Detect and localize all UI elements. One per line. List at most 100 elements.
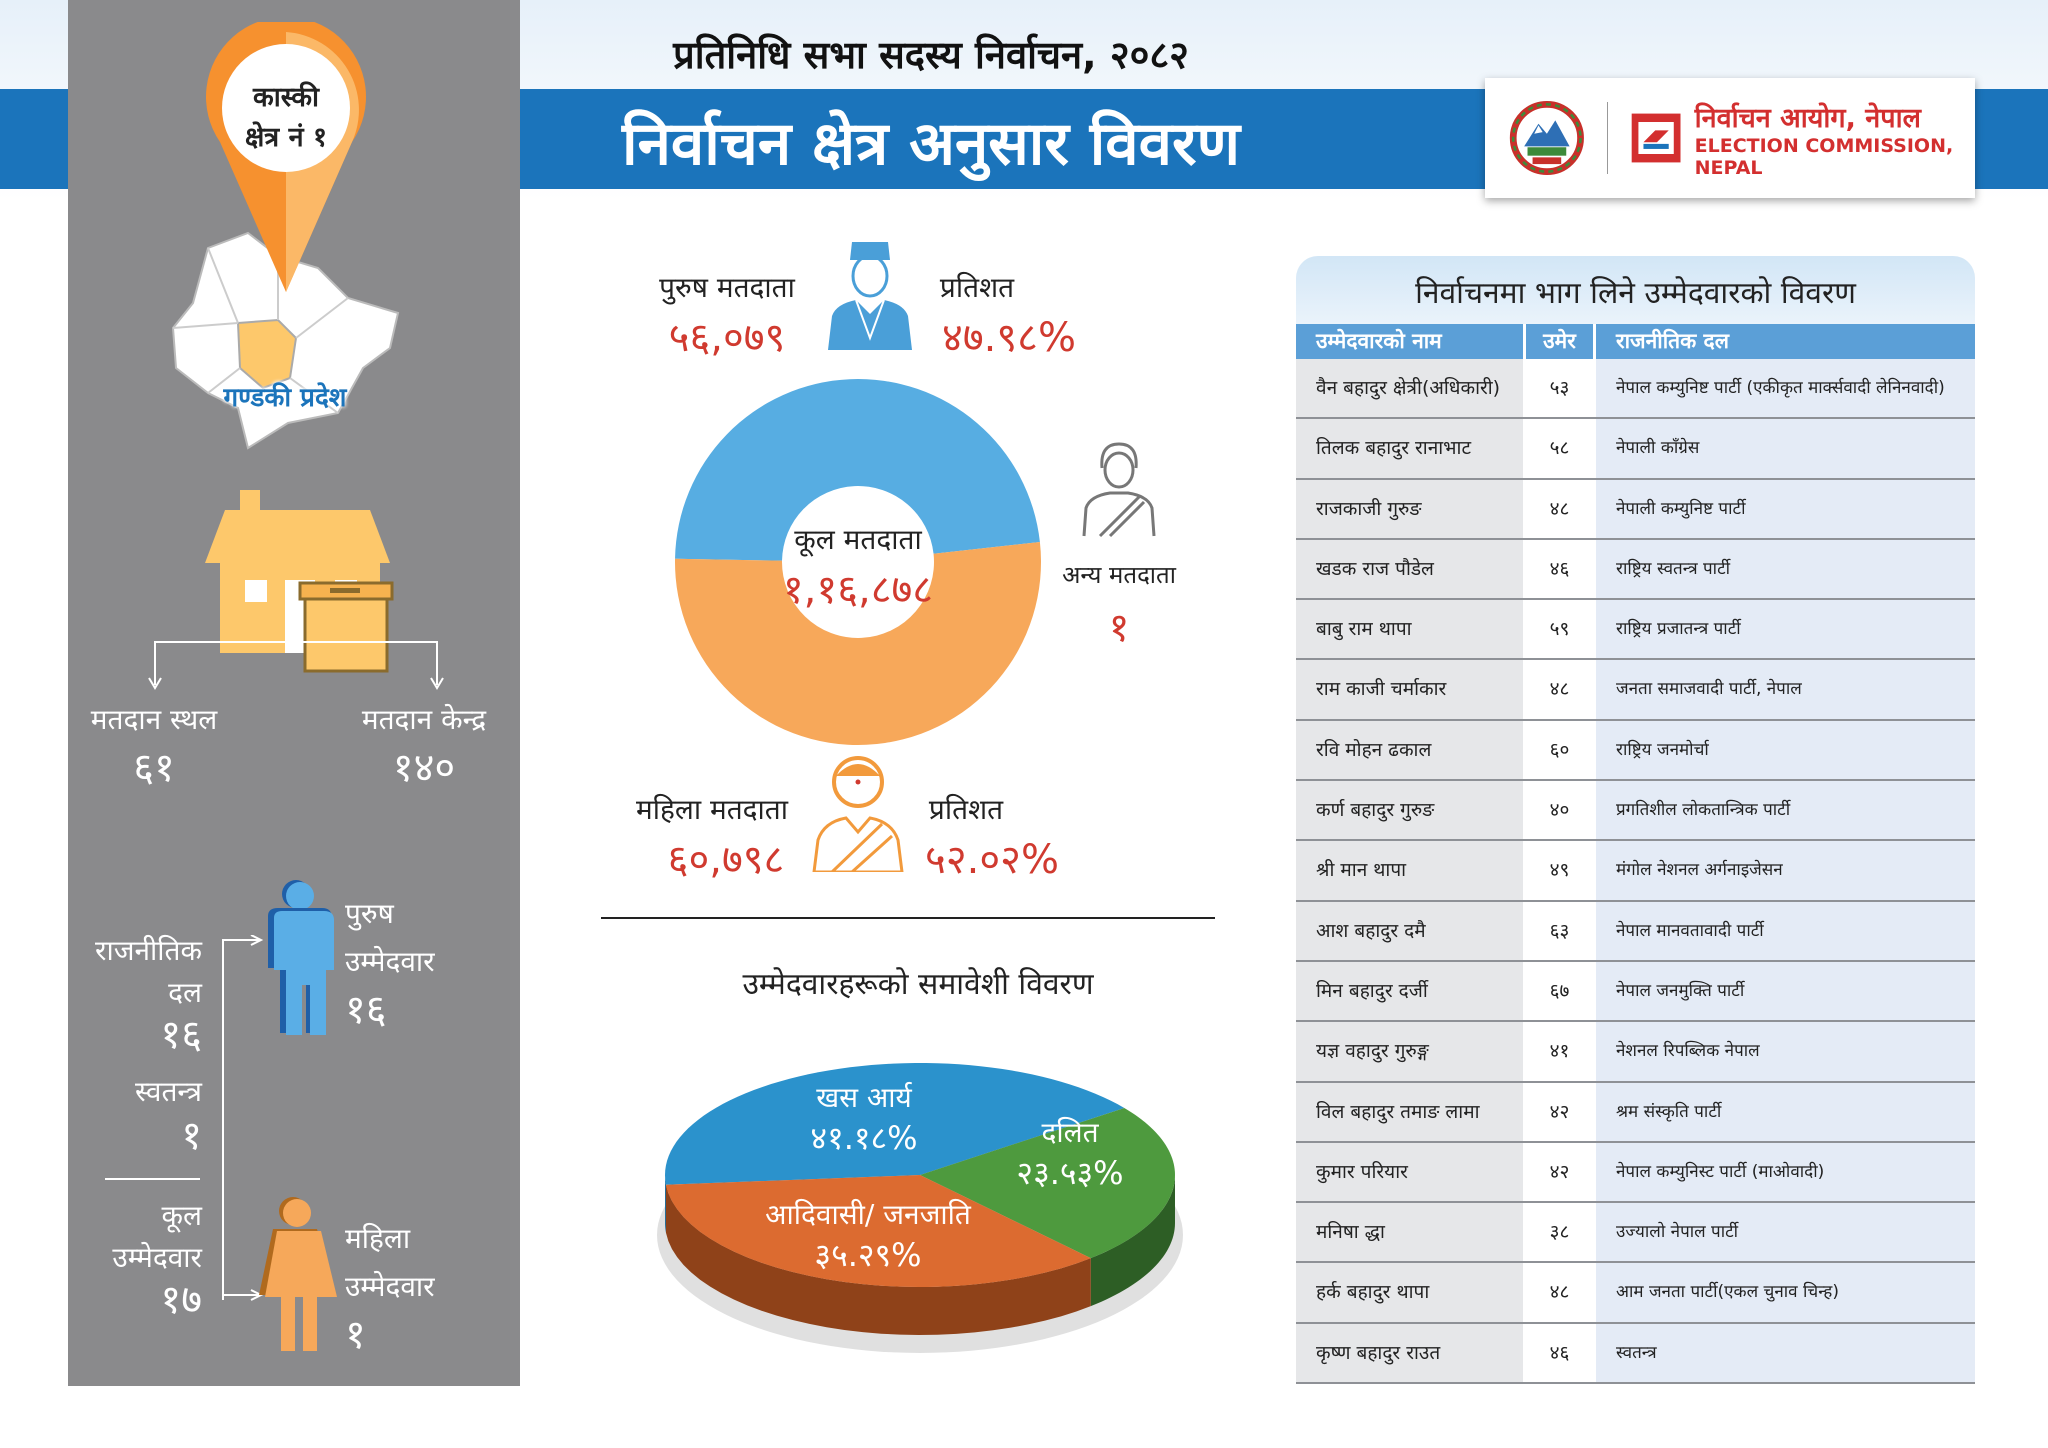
male-voters-value: ५६,०७९ bbox=[668, 315, 786, 361]
table-row: राजकाजी गुरुङ ४८ नेपाली कम्युनिष्ट पार्टी bbox=[1296, 479, 1975, 540]
province-label: गण्डकी प्रदेश bbox=[223, 383, 347, 413]
total-label-2: उम्मेदवार bbox=[112, 1241, 202, 1274]
independent-label: स्वतन्त्र bbox=[135, 1075, 202, 1108]
female-percent-label: प्रतिशत bbox=[928, 793, 1004, 826]
party-label-1: राजनीतिक bbox=[95, 934, 202, 967]
pie-slice-2 bbox=[665, 1175, 1091, 1287]
table-row: कर्ण बहादुर गुरुङ ४० प्रगतिशील लोकतान्त्रि… bbox=[1296, 781, 1975, 842]
polling-centers-label: मतदान केन्द्र bbox=[361, 703, 487, 736]
pie-slice-0 bbox=[665, 1063, 1125, 1185]
candidate-age: ४९ bbox=[1523, 841, 1596, 900]
candidate-party: राष्ट्रिय स्वतन्त्र पार्टी bbox=[1596, 539, 1975, 599]
header-party: राजनीतिक दल bbox=[1616, 329, 1729, 353]
candidate-party: नेपाली काँग्रेस bbox=[1596, 419, 1975, 478]
candidate-name: मिन बहादुर दर्जी bbox=[1296, 961, 1523, 1021]
pie-side-2 bbox=[665, 1184, 1091, 1335]
candidate-age: ५३ bbox=[1523, 359, 1596, 418]
pie-value-label: ३५.२९% bbox=[814, 1236, 922, 1274]
other-voters-label: अन्य मतदाता bbox=[1062, 561, 1176, 589]
polling-stations-value: ६१ bbox=[133, 745, 175, 791]
candidate-name: विल बहादुर तमाङ लामा bbox=[1296, 1082, 1523, 1141]
candidate-name: वैन बहादुर क्षेत्री(अधिकारी) bbox=[1296, 359, 1523, 418]
table-row: खडक राज पौडेल ४६ राष्ट्रिय स्वतन्त्र पार्ट… bbox=[1296, 539, 1975, 601]
logo-text-en: ELECTION COMMISSION, NEPAL bbox=[1694, 134, 1954, 179]
female-voters-label: महिला मतदाता bbox=[635, 793, 789, 826]
female-label-2: उम्मेदवार bbox=[345, 1270, 435, 1303]
candidate-party: राष्ट्रिय प्रजातन्त्र पार्टी bbox=[1596, 600, 1975, 659]
table-row: कृष्ण बहादुर राउत ४६ स्वतन्त्र bbox=[1296, 1323, 1975, 1385]
candidate-party: नेपाल कम्युनिष्ट पार्टी (एकीकृत मार्क्सव… bbox=[1596, 359, 1975, 418]
candidate-name: खडक राज पौडेल bbox=[1296, 539, 1523, 599]
candidate-name: राम काजी चर्माकार bbox=[1296, 660, 1523, 719]
candidate-name: कुमार परियार bbox=[1296, 1142, 1523, 1202]
pie-side-0 bbox=[665, 1175, 666, 1233]
candidate-party: नेशनल रिपब्लिक नेपाल bbox=[1596, 1022, 1975, 1081]
candidate-age: ४८ bbox=[1523, 479, 1596, 538]
table-body: वैन बहादुर क्षेत्री(अधिकारी) ५३ नेपाल कम्य… bbox=[1296, 359, 1975, 1385]
candidate-name: आश बहादुर दमै bbox=[1296, 901, 1523, 960]
candidate-party: आम जनता पार्टी(एकल चुनाव चिन्ह) bbox=[1596, 1263, 1975, 1322]
candidate-age: ५९ bbox=[1523, 600, 1596, 659]
table-row: मिन बहादुर दर्जी ६७ नेपाल जनमुक्ति पार्टी bbox=[1296, 961, 1975, 1023]
pie-category-label: दलित bbox=[1041, 1116, 1099, 1149]
candidate-age: ६० bbox=[1523, 720, 1596, 780]
candidate-age: ३८ bbox=[1523, 1203, 1596, 1262]
male-label-2: उम्मेदवार bbox=[345, 945, 435, 978]
female-voters-value: ६०,७९८ bbox=[667, 837, 785, 883]
gandaki-map bbox=[171, 231, 400, 450]
table-row: मनिषा द्धा ३८ उज्यालो नेपाल पार्टी bbox=[1296, 1203, 1975, 1264]
table-row: तिलक बहादुर रानाभाट ५८ नेपाली काँग्रेस bbox=[1296, 419, 1975, 480]
logo-divider bbox=[1606, 102, 1609, 174]
constituency-number: क्षेत्र नं १ bbox=[244, 122, 328, 153]
pie-label-dalit: दलित २३.५३% bbox=[1016, 1113, 1123, 1193]
male-percent-label: प्रतिशत bbox=[939, 271, 1015, 304]
candidate-name: यज्ञ वहादुर गुरुङ्ग bbox=[1296, 1022, 1523, 1081]
total-voters-value: १,१६,८७८ bbox=[782, 567, 934, 613]
candidate-age: ४१ bbox=[1523, 1022, 1596, 1081]
pie-slice-1 bbox=[920, 1107, 1175, 1259]
logo-box: निर्वाचन आयोग, नेपाल ELECTION COMMISSION… bbox=[1485, 78, 1975, 198]
independent-candidates: स्वतन्त्र १ bbox=[135, 1070, 202, 1158]
other-voters-value: १ bbox=[1108, 605, 1130, 651]
candidate-party: जनता समाजवादी पार्टी, नेपाल bbox=[1596, 660, 1975, 719]
district-name: कास्की bbox=[253, 82, 319, 113]
candidate-party: स्वतन्त्र bbox=[1596, 1323, 1975, 1383]
other-voter-icon bbox=[1082, 442, 1156, 538]
candidate-party: राष्ट्रिय जनमोर्चा bbox=[1596, 720, 1975, 780]
total-voters-label: कूल मतदाता bbox=[794, 523, 922, 556]
total-label-1: कूल bbox=[161, 1199, 203, 1232]
logo-text-np: निर्वाचन आयोग, नेपाल bbox=[1694, 102, 1921, 134]
party-label-2: दल bbox=[168, 976, 202, 1009]
table-row: विल बहादुर तमाङ लामा ४२ श्रम संस्कृति पार्… bbox=[1296, 1082, 1975, 1143]
male-candidates: पुरुष उम्मेदवार १६ bbox=[345, 890, 435, 1034]
total-divider bbox=[105, 1178, 200, 1180]
section-divider bbox=[601, 917, 1215, 919]
pie-side-1 bbox=[1090, 1175, 1175, 1307]
header-age: उमेर bbox=[1523, 324, 1596, 359]
candidate-party: नेपाल मानवतावादी पार्टी bbox=[1596, 901, 1975, 960]
candidate-name: तिलक बहादुर रानाभाट bbox=[1296, 419, 1523, 478]
table-header-row: उम्मेदवारको नाम उमेर राजनीतिक दल bbox=[1296, 324, 1975, 359]
table-row: हर्क बहादुर थापा ४८ आम जनता पार्टी(एकल चुन… bbox=[1296, 1263, 1975, 1324]
female-candidates: महिला उम्मेदवार १ bbox=[345, 1215, 435, 1359]
candidate-name: मनिषा द्धा bbox=[1296, 1203, 1523, 1262]
polling-branch-arrows bbox=[148, 641, 444, 690]
male-value: १६ bbox=[345, 987, 387, 1033]
candidate-age: ४२ bbox=[1523, 1082, 1596, 1141]
table-row: वैन बहादुर क्षेत्री(अधिकारी) ५३ नेपाल कम्य… bbox=[1296, 359, 1975, 420]
candidate-party: मंगोल नेशनल अर्गनाइजेसन bbox=[1596, 841, 1975, 900]
candidate-table: निर्वाचनमा भाग लिने उम्मेदवारको विवरण उम… bbox=[1296, 256, 1975, 1385]
candidate-name: कृष्ण बहादुर राउत bbox=[1296, 1323, 1523, 1383]
male-voters-label: पुरुष मतदाता bbox=[659, 271, 795, 304]
table-title: निर्वाचनमा भाग लिने उम्मेदवारको विवरण bbox=[1296, 256, 1975, 324]
inclusion-title: उम्मेदवारहरूको समावेशी विवरण bbox=[742, 967, 1094, 1002]
election-commission-logo-icon bbox=[1632, 113, 1681, 163]
candidate-age: ६७ bbox=[1523, 961, 1596, 1021]
constituency-pin-label: कास्की क्षेत्र नं १ bbox=[245, 78, 327, 158]
female-candidate-icon bbox=[259, 1197, 337, 1351]
candidate-name: बाबु राम थापा bbox=[1296, 600, 1523, 659]
male-candidate-icon bbox=[268, 880, 334, 1035]
female-voter-icon bbox=[812, 756, 904, 872]
table-row: राम काजी चर्माकार ४८ जनता समाजवादी पार्टी,… bbox=[1296, 660, 1975, 721]
candidate-age: ४६ bbox=[1523, 539, 1596, 599]
